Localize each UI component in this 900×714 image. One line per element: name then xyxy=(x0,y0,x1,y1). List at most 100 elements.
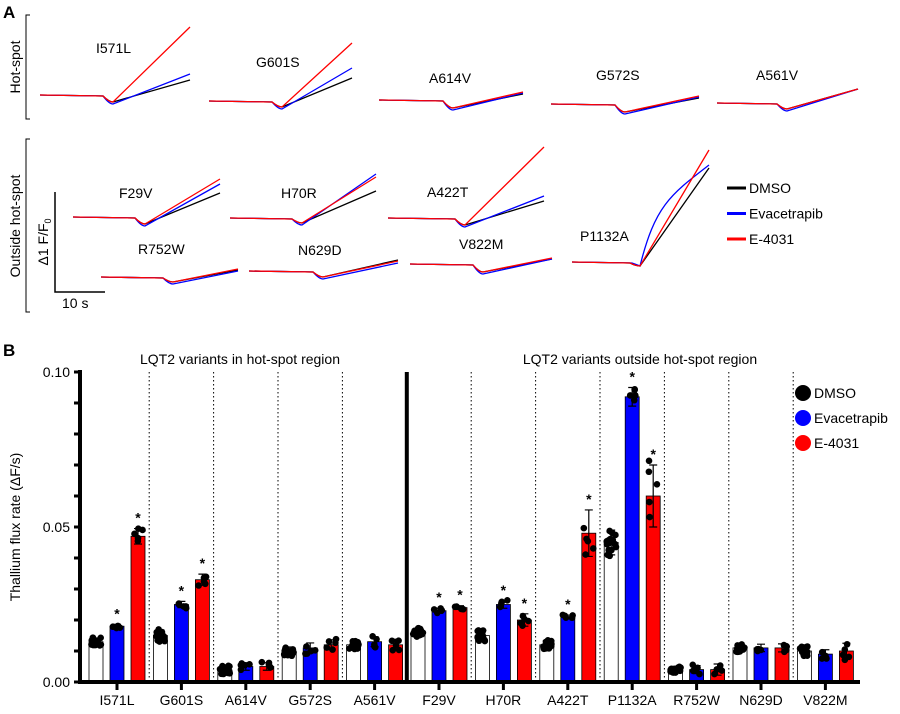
data-point xyxy=(224,669,232,677)
trace-panel-P1132A: P1132A xyxy=(571,149,710,267)
trace-panel-N629D: N629D xyxy=(248,242,399,280)
y-tick-label: 0.05 xyxy=(43,519,70,535)
scale-x-label: 10 s xyxy=(62,295,88,311)
data-point xyxy=(389,646,397,654)
bar-evacetrapib-I571L xyxy=(109,625,125,683)
data-point xyxy=(90,638,97,646)
data-point xyxy=(646,513,653,521)
data-point xyxy=(632,392,639,399)
data-point xyxy=(153,628,161,636)
trace-label: N629D xyxy=(298,242,342,258)
data-point xyxy=(580,524,588,532)
data-point xyxy=(307,647,315,655)
data-point xyxy=(609,529,616,537)
data-point xyxy=(689,667,697,675)
data-point xyxy=(608,546,615,554)
data-point xyxy=(497,602,505,609)
data-point xyxy=(569,612,576,619)
data-point xyxy=(200,578,208,585)
data-point xyxy=(371,644,379,651)
bar-evacetrapib-A422T xyxy=(560,616,576,683)
data-point xyxy=(584,537,592,545)
bar-evacetrapib-G601S xyxy=(173,604,189,683)
data-point xyxy=(800,644,807,651)
data-point xyxy=(804,648,811,656)
significance-star: * xyxy=(629,369,635,385)
data-point xyxy=(413,628,421,635)
data-point xyxy=(457,605,465,613)
data-point xyxy=(543,641,551,648)
significance-star: * xyxy=(179,582,185,598)
bar-evacetrapib-P1132A xyxy=(624,396,640,683)
data-point xyxy=(716,662,724,669)
legend-label: DMSO xyxy=(749,180,791,196)
significance-star: * xyxy=(457,587,463,603)
trace-dmso xyxy=(550,97,700,113)
trace-dmso xyxy=(409,258,553,273)
legend-label: Evacetrapib xyxy=(749,206,823,222)
data-point xyxy=(589,545,597,552)
x-tick-label: A614V xyxy=(225,692,268,708)
data-point xyxy=(237,666,245,674)
trace-label: V822M xyxy=(459,236,503,252)
trace-label: A561V xyxy=(756,67,799,83)
significance-star: * xyxy=(436,589,442,605)
significance-star: * xyxy=(200,555,206,571)
trace-e-4031 xyxy=(248,260,399,278)
legend-marker-e-4031 xyxy=(795,435,811,451)
trace-dmso xyxy=(208,77,353,108)
trace-panel-G572S: G572S xyxy=(550,67,700,115)
data-point xyxy=(670,668,678,676)
data-point xyxy=(223,664,231,672)
data-point xyxy=(97,641,105,648)
trace-e-4031 xyxy=(208,42,353,108)
significance-star: * xyxy=(501,582,507,598)
trace-dmso xyxy=(248,259,399,278)
trace-e-4031 xyxy=(550,95,700,113)
outside-bracket xyxy=(25,138,30,313)
data-point xyxy=(839,651,847,659)
data-point xyxy=(302,650,309,657)
trace-dmso xyxy=(100,269,239,283)
x-tick-label: G601S xyxy=(160,692,204,708)
data-point xyxy=(388,637,396,645)
bar-dmso-F29V xyxy=(410,632,426,683)
legend-label: Evacetrapib xyxy=(814,410,888,426)
trace-panel-V822M: V822M xyxy=(409,236,553,275)
trace-evacetrapib xyxy=(571,164,710,267)
legend-marker-dmso xyxy=(795,385,811,401)
data-point xyxy=(451,603,459,611)
bar-e-4031-H70R xyxy=(517,619,532,683)
data-point xyxy=(290,649,297,656)
x-tick-label: V822M xyxy=(803,692,847,708)
data-point xyxy=(733,645,741,652)
scale-y-label: Δ1 F/F0 xyxy=(35,218,53,265)
data-point xyxy=(329,646,336,653)
trace-panel-A561V: A561V xyxy=(716,67,859,112)
data-point xyxy=(843,640,851,648)
data-point xyxy=(195,582,202,589)
bar-e-4031-G601S xyxy=(194,579,210,683)
x-tick-label: N629D xyxy=(739,692,783,708)
significance-star: * xyxy=(565,596,571,612)
region-title-hotspot: LQT2 variants in hot-spot region xyxy=(140,351,340,367)
data-point xyxy=(645,468,653,476)
significance-star: * xyxy=(650,446,656,462)
trace-panel-A422T: A422T xyxy=(387,146,545,228)
data-point xyxy=(504,597,511,604)
trace-e-4031 xyxy=(229,176,377,224)
bar-evacetrapib-H70R xyxy=(495,604,511,683)
data-point xyxy=(609,536,617,544)
significance-star: * xyxy=(522,595,528,611)
data-point xyxy=(180,603,187,610)
trace-label: G601S xyxy=(256,54,300,70)
x-tick-label: I571L xyxy=(99,692,134,708)
data-point xyxy=(606,552,614,560)
y-tick-label: 0.10 xyxy=(43,364,70,380)
trace-e-4031 xyxy=(716,88,859,110)
panel-a-letter: A xyxy=(3,3,15,22)
trace-panel-R752W: R752W xyxy=(100,241,239,285)
data-point xyxy=(418,630,426,638)
